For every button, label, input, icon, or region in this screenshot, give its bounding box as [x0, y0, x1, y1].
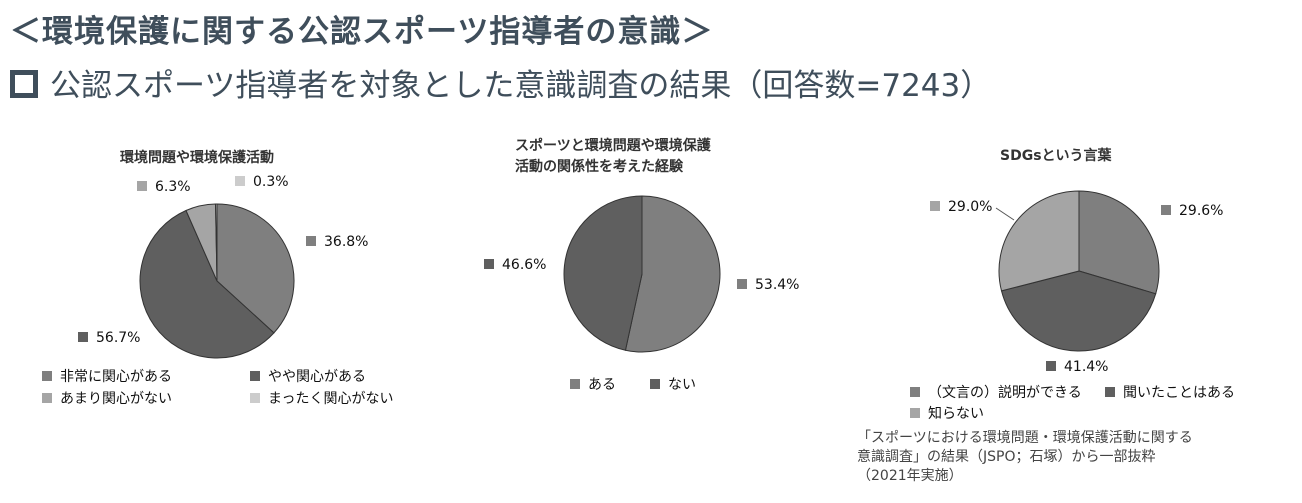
legend-swatch	[250, 371, 260, 381]
value-label-very-interested: 36.8%	[306, 234, 368, 250]
subtitle-text: 公認スポーツ指導者を対象とした意識調査の結果（回答数=7243）	[50, 68, 992, 104]
pie-slice-1	[1078, 190, 1160, 295]
legend-swatch	[1105, 387, 1115, 397]
pie-svg	[563, 195, 721, 353]
chart-title-line-2: 活動の関係性を考えた経験	[515, 159, 683, 175]
legend-item-heard-of: 聞いたことはある	[1105, 382, 1235, 402]
legend-swatch	[910, 387, 920, 397]
legend-item-no: ない	[650, 374, 696, 394]
legend-item-very-interested: 非常に関心がある	[42, 366, 172, 386]
legend-swatch	[250, 393, 260, 403]
legend-item-not-interested: まったく関心がない	[250, 388, 393, 408]
pie-slice-2	[139, 209, 275, 359]
page-subtitle: 公認スポーツ指導者を対象とした意識調査の結果（回答数=7243）	[10, 60, 991, 105]
legend-swatch	[1161, 205, 1171, 215]
pie-slice-4	[215, 203, 218, 282]
legend-swatch	[78, 332, 88, 342]
pie-slice-2	[1000, 270, 1157, 352]
legend-swatch	[737, 279, 747, 289]
value-label-heard-of: 41.4%	[1046, 359, 1108, 375]
legend-item-somewhat-interested: やや関心がある	[250, 366, 366, 386]
pie-chart-environment-interest: 環境問題や環境保護活動 36.8% 56.7% 6.3% 0.3% 非常に関心が…	[0, 130, 430, 420]
legend-swatch	[930, 201, 940, 211]
legend-swatch	[42, 371, 52, 381]
pie-slice-1	[624, 195, 721, 353]
pie-svg	[995, 190, 1160, 352]
value-label-unknown: 29.0%	[930, 199, 992, 215]
pie-slice-3	[998, 190, 1080, 292]
legend-swatch	[484, 259, 494, 269]
legend-swatch	[650, 379, 660, 389]
legend-item-not-very-interested: あまり関心がない	[42, 388, 172, 408]
pie-chart-relationship-experience: スポーツと環境問題や環境保護 活動の関係性を考えた経験 53.4% 46.6% …	[470, 130, 830, 420]
legend-swatch	[235, 176, 245, 186]
chart-title: SDGsという言葉	[1000, 148, 1112, 164]
value-label-somewhat-interested: 56.7%	[78, 330, 140, 346]
chart-title-line-1: スポーツと環境問題や環境保護	[515, 138, 711, 154]
pie-svg	[139, 203, 295, 359]
value-label-can-explain: 29.6%	[1161, 203, 1223, 219]
value-label-no: 46.6%	[484, 257, 546, 273]
source-line-2: 意識調査」の結果（JSPO；石塚）から一部抜粋	[857, 449, 1156, 465]
legend-swatch	[137, 181, 147, 191]
source-note: 「スポーツにおける環境問題・環境保護活動に関する 意識調査」の結果（JSPO；石…	[857, 429, 1193, 486]
value-label-not-interested: 0.3%	[235, 174, 289, 190]
legend-swatch	[306, 236, 316, 246]
pie-chart-sdgs-awareness: SDGsという言葉 29.6% 41.4% 29.0% （文言の）説明ができる …	[880, 130, 1280, 425]
legend-swatch	[1046, 361, 1056, 371]
legend-swatch	[910, 408, 920, 418]
leader-line	[995, 207, 1015, 221]
legend-item-unknown: 知らない	[910, 403, 984, 423]
legend-swatch	[570, 379, 580, 389]
value-label-not-very-interested: 6.3%	[137, 179, 191, 195]
page-title: ＜環境保護に関する公認スポーツ指導者の意識＞	[10, 14, 714, 50]
source-line-3: （2021年実施）	[857, 468, 963, 484]
square-bullet-icon	[10, 70, 38, 98]
pie-slice-1	[216, 203, 295, 334]
pie-slice-2	[563, 195, 643, 351]
chart-title: 環境問題や環境保護活動	[120, 150, 274, 166]
legend-item-yes: ある	[570, 374, 616, 394]
legend-item-can-explain: （文言の）説明ができる	[910, 382, 1082, 402]
source-line-1: 「スポーツにおける環境問題・環境保護活動に関する	[857, 430, 1193, 446]
legend-swatch	[42, 393, 52, 403]
value-label-yes: 53.4%	[737, 277, 799, 293]
